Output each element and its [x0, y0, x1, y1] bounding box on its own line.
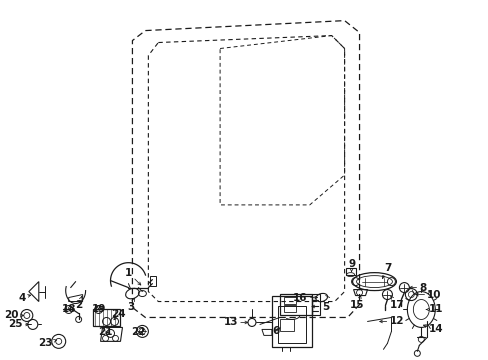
Text: 24: 24 [111, 310, 125, 320]
Text: 14: 14 [423, 324, 443, 334]
Text: 21: 21 [98, 327, 113, 337]
Bar [279, 319, 293, 332]
Text: 8: 8 [409, 283, 426, 293]
Bar [311, 293, 319, 315]
Bar [283, 305, 295, 312]
Bar [150, 276, 156, 285]
Bar [277, 306, 305, 343]
Text: 18: 18 [61, 305, 76, 315]
Text: 6: 6 [271, 327, 280, 336]
Text: 25: 25 [8, 319, 28, 329]
Text: 4: 4 [19, 293, 31, 302]
Text: 12: 12 [379, 316, 403, 327]
Text: 16: 16 [293, 293, 317, 302]
Bar [279, 293, 311, 315]
Text: 2: 2 [75, 297, 82, 310]
Text: 5: 5 [311, 302, 328, 311]
Text: 1: 1 [124, 267, 141, 285]
Text: 22: 22 [131, 327, 145, 337]
Text: 23: 23 [38, 338, 57, 348]
Bar [345, 268, 355, 275]
Text: 20: 20 [4, 310, 23, 320]
Text: 11: 11 [426, 305, 443, 315]
Text: 10: 10 [415, 289, 441, 300]
Bar [283, 297, 295, 303]
Text: 19: 19 [91, 305, 105, 315]
Bar [92, 309, 120, 327]
Text: 13: 13 [223, 318, 247, 328]
Text: 9: 9 [347, 258, 354, 272]
Text: 3: 3 [126, 298, 134, 311]
Text: 7: 7 [382, 263, 390, 279]
Bar [271, 296, 311, 347]
Text: 15: 15 [349, 296, 364, 310]
Text: 17: 17 [389, 296, 404, 310]
